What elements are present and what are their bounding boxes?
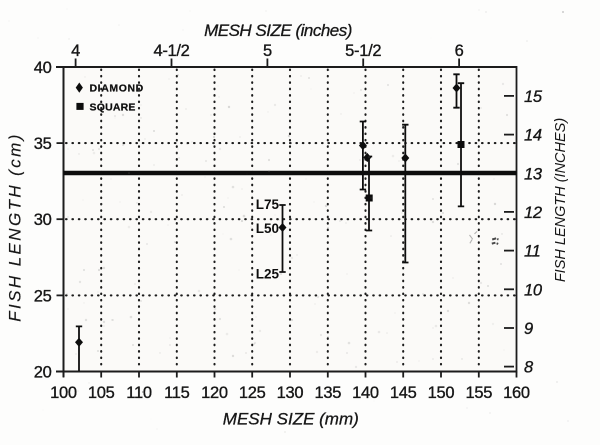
svg-text:35: 35	[34, 135, 52, 153]
svg-text:135: 135	[314, 384, 341, 402]
svg-text:5-1/2: 5-1/2	[345, 42, 381, 60]
svg-text:14: 14	[524, 127, 542, 145]
svg-text:MESH SIZE (mm): MESH SIZE (mm)	[223, 410, 359, 429]
svg-text:4: 4	[71, 42, 80, 60]
svg-text:DIAMOND: DIAMOND	[90, 83, 144, 95]
svg-text:4-1/2: 4-1/2	[153, 42, 189, 60]
svg-text:40: 40	[34, 59, 52, 77]
svg-text:8: 8	[524, 359, 534, 377]
svg-text:100: 100	[50, 384, 77, 402]
svg-text:11: 11	[524, 243, 541, 261]
svg-text:L50: L50	[256, 221, 279, 236]
svg-text:20: 20	[34, 364, 52, 382]
svg-text:110: 110	[126, 384, 152, 402]
svg-text:L25: L25	[256, 267, 280, 282]
svg-text:140: 140	[352, 384, 379, 402]
svg-text:155: 155	[465, 384, 492, 402]
svg-text:10: 10	[524, 281, 543, 299]
svg-text:125: 125	[239, 384, 266, 402]
svg-text:6: 6	[455, 42, 464, 60]
svg-text:FISH LENGTH (cm): FISH LENGTH (cm)	[6, 132, 25, 322]
svg-text:160: 160	[503, 384, 530, 402]
svg-text:9: 9	[524, 320, 533, 338]
svg-text:5: 5	[263, 42, 272, 60]
svg-text:150: 150	[428, 384, 455, 402]
svg-text:145: 145	[390, 384, 417, 402]
svg-text:L75: L75	[256, 197, 280, 212]
svg-text:25: 25	[34, 287, 52, 305]
svg-text:130: 130	[277, 384, 304, 402]
svg-text:15: 15	[524, 88, 543, 106]
svg-text:105: 105	[88, 384, 115, 402]
svg-text:SQUARE: SQUARE	[90, 101, 136, 113]
svg-text:115: 115	[164, 384, 190, 402]
svg-text:12: 12	[524, 204, 542, 222]
svg-text:MESH SIZE (inches): MESH SIZE (inches)	[204, 21, 352, 40]
svg-text:13: 13	[524, 165, 543, 183]
svg-text:FISH LENGTH (INCHES): FISH LENGTH (INCHES)	[553, 118, 569, 282]
svg-text:30: 30	[34, 211, 52, 229]
svg-text:120: 120	[201, 384, 228, 402]
